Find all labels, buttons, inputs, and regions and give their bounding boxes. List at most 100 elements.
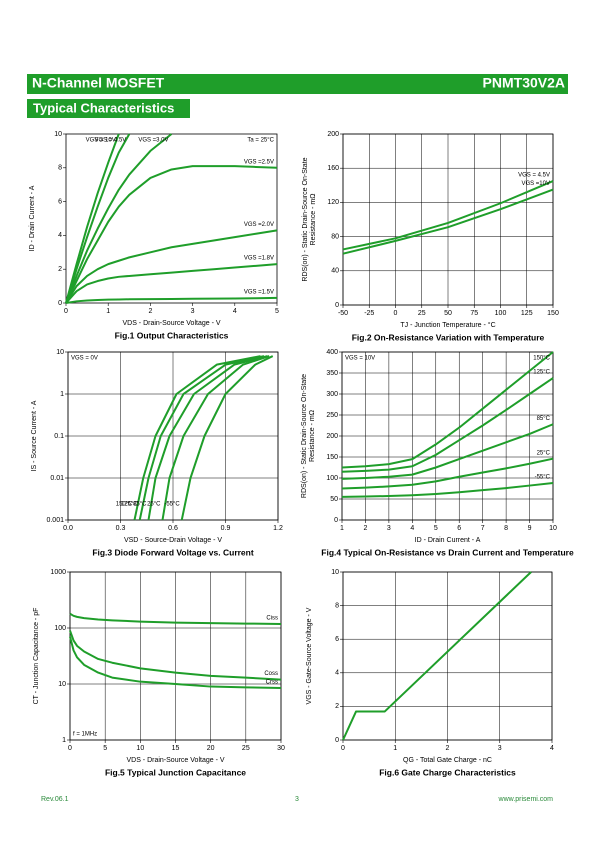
series-label: 150°C <box>116 502 133 508</box>
y-tick-label: 400 <box>326 349 338 356</box>
series-label: 85°C <box>133 502 147 508</box>
x-tick-label: 0 <box>341 745 345 752</box>
series-line <box>69 636 282 689</box>
series-line <box>342 180 554 251</box>
y-axis-label: RDS(on) - Static Drain-Source On-State <box>301 374 308 498</box>
series-label: Ciss <box>266 616 278 622</box>
y-tick-label: 40 <box>331 268 339 275</box>
series-line <box>65 133 120 304</box>
y-tick-label: 2 <box>335 703 339 710</box>
x-tick-label: 0.6 <box>168 525 178 532</box>
figure-caption: Fig.4 Typical On-Resistance vs Drain Cur… <box>321 547 574 557</box>
x-tick-label: 3 <box>498 745 502 752</box>
x-tick-label: 1 <box>106 308 110 315</box>
series-line <box>65 296 278 304</box>
figure-caption: Fig.3 Diode Forward Voltage vs. Current <box>92 547 254 557</box>
y-tick-label: 200 <box>327 131 339 138</box>
x-tick-label: 2 <box>363 525 367 532</box>
series-label: VGS =2.0V <box>244 222 274 228</box>
y-tick-label: 8 <box>58 165 62 172</box>
x-tick-label: 0.3 <box>116 525 126 532</box>
series-label: VGS =3.0V <box>138 138 168 144</box>
x-tick-label: 0 <box>64 308 68 315</box>
x-tick-label: 2 <box>148 308 152 315</box>
x-tick-label: 150 <box>547 310 559 317</box>
y-axis-label: Resistance - mΩ <box>309 410 316 462</box>
y-tick-label: 10 <box>331 569 339 576</box>
y-tick-label: 1000 <box>50 569 66 576</box>
y-tick-label: 200 <box>326 433 338 440</box>
x-axis-label: QG - Total Gate Charge - nC <box>403 757 492 764</box>
series-label: VGS =1.8V <box>244 256 274 262</box>
x-tick-label: 2 <box>446 745 450 752</box>
series-line <box>341 351 554 469</box>
series-label: Crss <box>266 680 278 686</box>
figure-caption: Fig.1 Output Characteristics <box>115 330 229 340</box>
series-line <box>133 355 261 521</box>
series-label: 85°C <box>537 416 551 422</box>
series-line <box>138 355 265 521</box>
annotation: VGS = 0V <box>71 356 98 362</box>
y-tick-label: 6 <box>58 198 62 205</box>
series-label: VGS =1.5V <box>244 290 274 296</box>
x-tick-label: 1 <box>340 525 344 532</box>
y-axis-label: ID - Drain Current - A <box>29 185 36 251</box>
header-title: N-Channel MOSFET <box>32 75 165 91</box>
series-line <box>65 133 131 304</box>
series-label: 25°C <box>147 502 161 508</box>
y-tick-label: 0 <box>335 737 339 744</box>
x-tick-label: 4 <box>233 308 237 315</box>
figure-caption: Fig.2 On-Resistance Variation with Tempe… <box>352 332 545 342</box>
series-label: 150°C <box>533 356 550 362</box>
y-tick-label: 6 <box>335 636 339 643</box>
y-tick-label: 150 <box>326 454 338 461</box>
x-axis-label: VSD - Source-Drain Voltage - V <box>124 537 222 544</box>
y-tick-label: 120 <box>327 199 339 206</box>
y-tick-label: 80 <box>331 233 339 240</box>
y-axis-label: CT - Junction Capacitance - pF <box>33 608 40 705</box>
website: www.prisemi.com <box>498 796 554 803</box>
figure-caption: Fig.6 Gate Charge Characteristics <box>379 767 516 777</box>
series-line <box>65 229 278 304</box>
series-label: -55°C <box>164 502 180 508</box>
x-tick-label: 0 <box>68 745 72 752</box>
x-tick-label: 6 <box>457 525 461 532</box>
y-tick-label: 8 <box>335 602 339 609</box>
x-tick-label: 125 <box>521 310 533 317</box>
x-tick-label: 15 <box>172 745 180 752</box>
x-tick-label: 10 <box>549 525 557 532</box>
series-label: 25°C <box>537 450 551 456</box>
x-tick-label: 4 <box>410 525 414 532</box>
series-line <box>180 355 274 521</box>
x-tick-label: 1.2 <box>273 525 283 532</box>
y-tick-label: 0.001 <box>46 517 64 524</box>
series-line <box>341 457 554 490</box>
annotation: VGS = 10V <box>345 356 375 362</box>
plot-frame <box>341 351 554 521</box>
x-tick-label: 10 <box>136 745 144 752</box>
y-tick-label: 100 <box>54 625 66 632</box>
series-line <box>161 355 270 521</box>
x-tick-label: 20 <box>207 745 215 752</box>
series-label: -55°C <box>535 475 551 481</box>
y-axis-label: Resistance - mΩ <box>310 194 317 246</box>
x-tick-label: -25 <box>364 310 374 317</box>
x-tick-label: 3 <box>387 525 391 532</box>
x-tick-label: -50 <box>338 310 348 317</box>
y-tick-label: 350 <box>326 370 338 377</box>
y-tick-label: 1 <box>62 737 66 744</box>
header-bar <box>27 74 568 94</box>
series-line <box>65 133 173 304</box>
y-tick-label: 50 <box>330 496 338 503</box>
x-tick-label: 5 <box>275 308 279 315</box>
y-axis-label: IS - Source Current - A <box>31 400 38 471</box>
x-tick-label: 25 <box>242 745 250 752</box>
plot-frame <box>342 571 553 741</box>
series-line <box>147 355 268 521</box>
x-tick-label: 3 <box>191 308 195 315</box>
series-label: VGS =10V <box>521 181 550 187</box>
y-tick-label: 4 <box>58 232 62 239</box>
series-label: 125°C <box>533 370 550 376</box>
part-number: PNMT30V2A <box>483 75 565 91</box>
